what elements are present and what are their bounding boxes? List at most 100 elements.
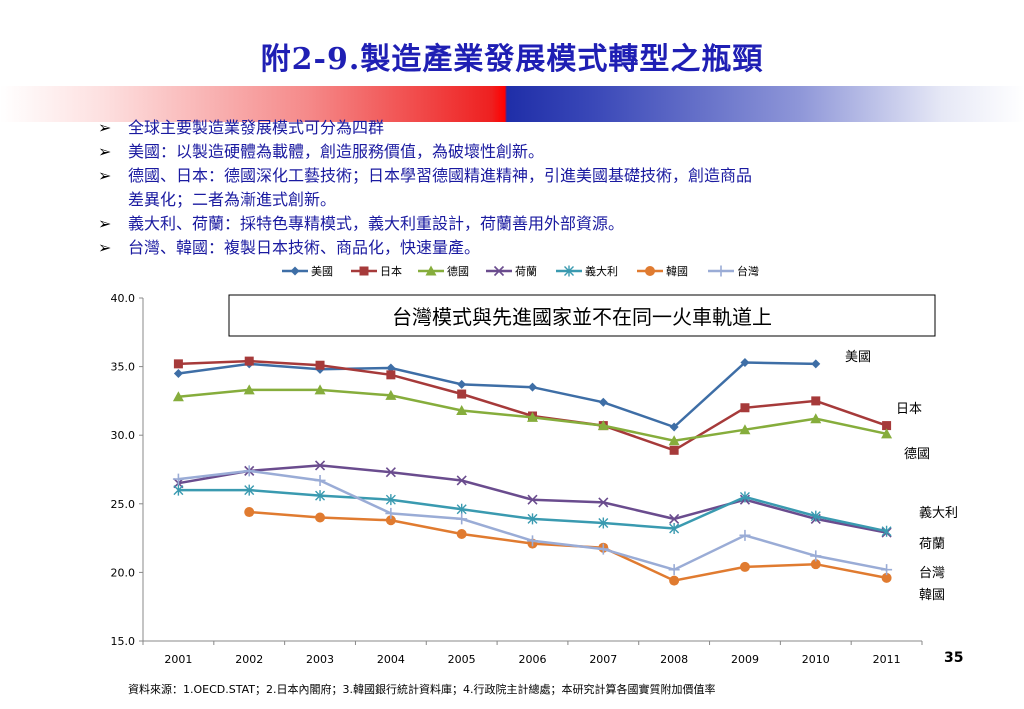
series-line <box>249 510 887 582</box>
series-end-label: 荷蘭 <box>919 536 945 552</box>
data-point <box>739 561 750 572</box>
bullet-text-line: 德國、日本：德國深化工藝技術；日本學習德國精進精神，引進美國基礎技術，創造商品 <box>128 166 753 185</box>
data-point <box>669 422 679 432</box>
slide-title: 附2-9.製造產業發展模式轉型之瓶頸 <box>260 42 764 77</box>
data-point <box>881 428 893 439</box>
x-tick-label: 2005 <box>448 653 476 666</box>
x-tick-label: 2008 <box>660 653 688 666</box>
legend-label: 荷蘭 <box>515 265 537 278</box>
x-tick-label: 2010 <box>802 653 830 666</box>
data-point <box>173 368 183 378</box>
data-point <box>669 513 680 524</box>
data-point <box>315 360 325 370</box>
bullet-item: ➢ 德國、日本：德國深化工藝技術；日本學習德國精進精神，引進美國基礎技術，創造商… <box>98 164 978 212</box>
data-point <box>810 559 821 570</box>
data-point <box>715 265 727 277</box>
bullet-item: ➢ 義大利、荷蘭：採特色專精模式，義大利重設計，荷蘭善用外部資源。 <box>98 212 978 236</box>
series-end-label: 日本 <box>896 402 922 417</box>
series-end-label: 德國 <box>904 447 930 462</box>
x-tick-label: 2009 <box>731 653 759 666</box>
x-tick-label: 2011 <box>873 653 901 666</box>
data-point <box>810 413 822 424</box>
data-point <box>740 357 750 367</box>
data-point <box>385 507 397 519</box>
legend-label: 德國 <box>447 264 469 278</box>
series-end-label: 韓國 <box>919 588 945 603</box>
y-tick-label: 15.0 <box>111 635 136 648</box>
data-point <box>739 529 751 541</box>
data-point <box>456 528 467 539</box>
data-point <box>668 435 680 446</box>
legend-label: 台灣 <box>737 264 759 278</box>
source-footnote: 資料來源：1.OECD.STAT；2.日本內閣府；3.韓國銀行統計資料庫；4.行… <box>128 683 716 696</box>
data-point <box>669 445 679 455</box>
series-end-label: 義大利 <box>919 505 958 521</box>
data-point <box>739 491 750 503</box>
x-tick-label: 2001 <box>164 653 192 666</box>
y-tick-label: 20.0 <box>111 566 136 579</box>
data-point <box>290 266 300 276</box>
data-point <box>314 384 326 395</box>
data-point <box>527 535 538 547</box>
legend-label: 美國 <box>311 265 333 278</box>
y-tick-label: 40.0 <box>111 292 136 305</box>
data-point <box>244 356 254 366</box>
data-point <box>315 512 326 523</box>
annotation-text: 台灣模式與先進國家並不在同一火車軌道上 <box>392 305 772 329</box>
data-point <box>456 405 468 416</box>
data-point <box>527 411 538 422</box>
data-point <box>425 265 437 276</box>
data-point <box>456 475 467 486</box>
data-point <box>597 420 609 431</box>
data-point <box>882 421 892 431</box>
data-point <box>881 564 893 576</box>
series-end-label: 美國 <box>845 350 871 365</box>
data-point <box>527 513 538 525</box>
data-point <box>456 513 468 525</box>
data-point <box>669 575 680 586</box>
data-point <box>881 572 892 583</box>
data-point <box>811 359 821 369</box>
data-point <box>385 515 396 526</box>
legend-label: 義大利 <box>585 264 618 278</box>
data-point <box>385 494 396 506</box>
series-end-label: 台灣 <box>919 566 945 581</box>
data-point <box>172 391 184 402</box>
data-point <box>385 467 396 478</box>
arrow-bullet-icon: ➢ <box>98 166 112 185</box>
series-line <box>178 359 888 452</box>
x-tick-label: 2003 <box>306 653 334 666</box>
data-point <box>598 517 609 529</box>
data-point <box>881 525 892 537</box>
bullet-text: 美國：以製造硬體為載體，創造服務價值，為破壞性創新。 <box>128 142 545 161</box>
data-point <box>740 403 750 413</box>
legend-label: 韓國 <box>666 265 688 278</box>
page-number: 35 <box>944 650 964 666</box>
data-point <box>810 550 822 562</box>
x-tick-label: 2007 <box>589 653 617 666</box>
data-point <box>244 484 255 496</box>
bullet-text: 義大利、荷蘭：採特色專精模式，義大利重設計，荷蘭善用外部資源。 <box>128 214 625 233</box>
arrow-bullet-icon: ➢ <box>98 142 112 161</box>
data-point <box>314 474 326 486</box>
data-point <box>359 266 369 276</box>
bullet-text: 台灣、韓國：複製日本技術、商品化，快速量產。 <box>128 238 481 257</box>
data-point <box>668 564 680 576</box>
y-tick-label: 30.0 <box>111 429 136 442</box>
data-point <box>527 494 538 505</box>
data-point <box>598 497 609 508</box>
bullet-text: 全球主要製造業發展模式可分為四群 <box>128 118 385 137</box>
data-point <box>739 424 751 435</box>
data-point <box>598 397 608 407</box>
arrow-bullet-icon: ➢ <box>98 238 112 257</box>
bullet-text-line: 差異化；二者為漸進式創新。 <box>128 190 337 209</box>
arrow-bullet-icon: ➢ <box>98 118 112 137</box>
data-point <box>645 266 655 276</box>
annotation-box <box>228 294 936 337</box>
title-gradient-bar <box>0 86 1024 122</box>
data-point <box>243 384 255 395</box>
data-point <box>243 465 255 477</box>
bullet-item: ➢ 全球主要製造業發展模式可分為四群 <box>98 116 978 140</box>
x-tick-label: 2006 <box>519 653 547 666</box>
